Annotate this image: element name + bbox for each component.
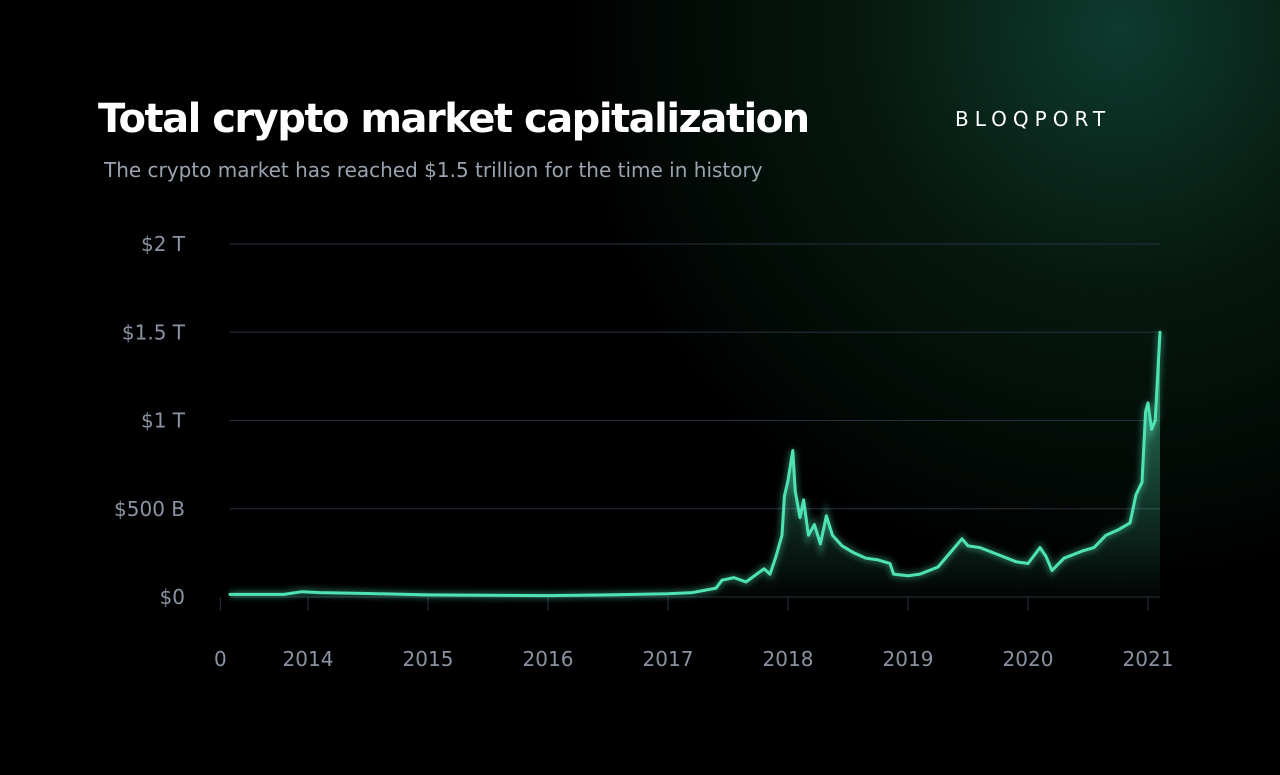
x-tick-label: 2020: [1003, 647, 1054, 671]
x-tick-label: 2021: [1123, 647, 1174, 671]
plot: $0 $500 B $1 T $1.5 T $2 T 0 2014 2015 2016 2017 2…: [114, 232, 1173, 671]
x-tick-label: 2019: [883, 647, 934, 671]
y-tick-label: $1.5 T: [122, 320, 186, 344]
y-tick-label: $1 T: [141, 409, 186, 433]
area-fill: [230, 332, 1160, 597]
line: [228, 330, 1162, 598]
brand: BLOQPORT: [955, 107, 1111, 131]
x-tick-label: 2018: [763, 647, 814, 671]
x-tick-label: 0: [214, 647, 227, 671]
y-tick-label: $2 T: [141, 232, 186, 256]
x-tick-label: 2017: [643, 647, 694, 671]
x-tick-label: 2015: [403, 647, 454, 671]
chart-subtitle: The crypto market has reached $1.5 trill…: [103, 158, 763, 182]
x-tick-label: 2014: [283, 647, 334, 671]
y-tick-label: $500 B: [114, 497, 185, 521]
x-tick-label: 2016: [523, 647, 574, 671]
y-tick-label: $0: [160, 585, 185, 609]
chart-title: Total crypto market capitalization: [98, 96, 809, 142]
